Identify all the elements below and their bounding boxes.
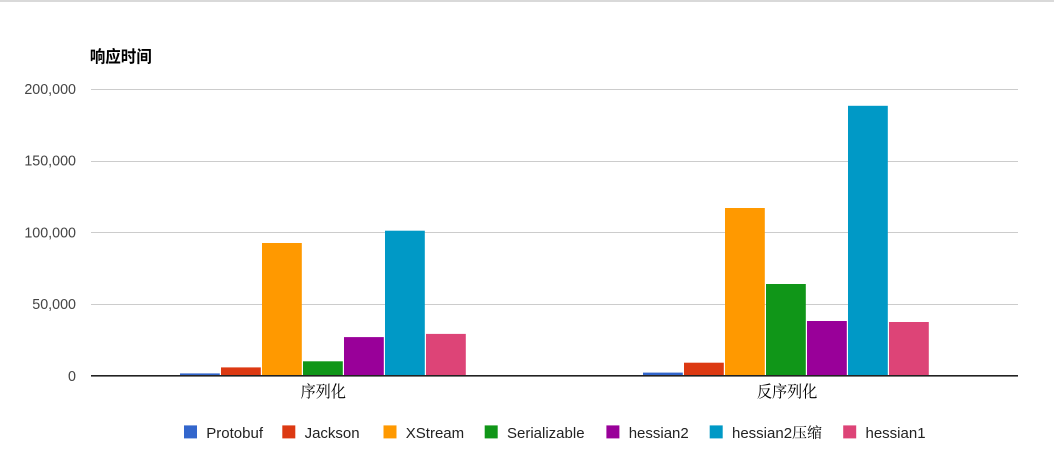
svg-text:200,000: 200,000 <box>24 82 76 98</box>
svg-text:50,000: 50,000 <box>32 297 76 313</box>
svg-text:hessian2: hessian2 <box>629 425 689 442</box>
svg-text:Jackson: Jackson <box>305 425 360 442</box>
svg-text:hessian1: hessian1 <box>866 425 926 442</box>
svg-text:hessian2: hessian2 <box>732 425 792 442</box>
svg-text:XStream: XStream <box>406 425 464 442</box>
svg-text:Protobuf: Protobuf <box>206 425 264 442</box>
svg-text:0: 0 <box>68 369 76 385</box>
svg-text:150,000: 150,000 <box>24 154 76 170</box>
svg-text:Serializable: Serializable <box>507 425 585 442</box>
svg-text:100,000: 100,000 <box>24 225 76 241</box>
